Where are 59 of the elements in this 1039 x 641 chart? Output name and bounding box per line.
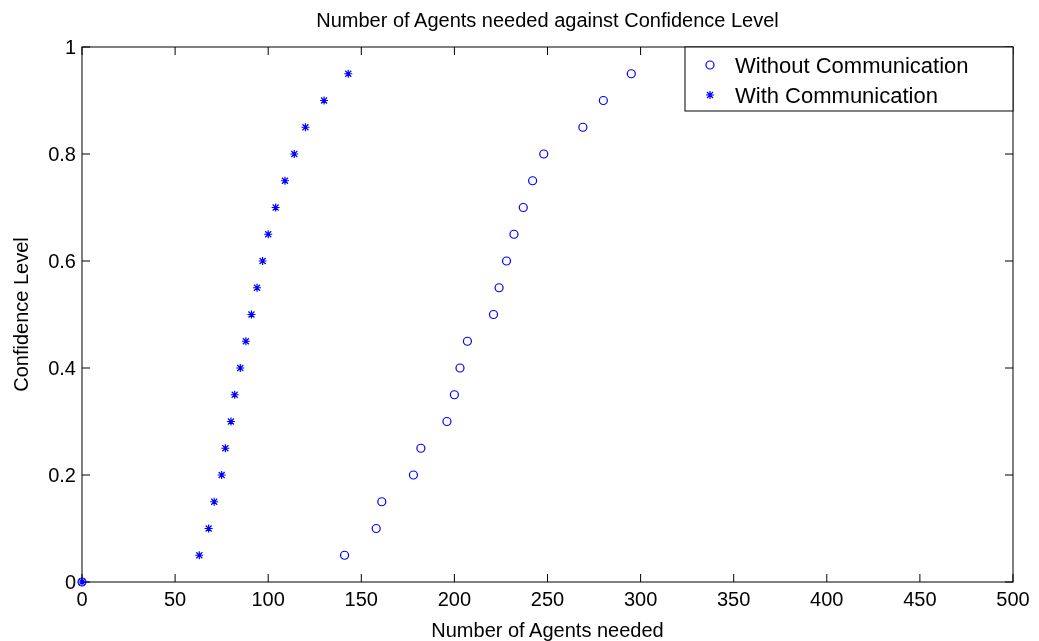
x-tick-label: 300 (623, 588, 658, 610)
point (289, 149, 299, 159)
point (449, 390, 459, 400)
point (209, 497, 219, 507)
point (371, 523, 381, 534)
point (494, 283, 504, 293)
point (246, 309, 257, 320)
point (539, 149, 549, 159)
y-tick-label: 0.4 (48, 357, 76, 379)
point (455, 363, 465, 373)
point (501, 256, 512, 266)
point (488, 309, 499, 320)
point (300, 122, 311, 132)
point (230, 390, 240, 400)
point (217, 470, 227, 480)
point (462, 336, 473, 346)
point (578, 122, 588, 132)
x-tick-label: 150 (344, 588, 378, 610)
point (343, 69, 353, 79)
point (598, 95, 608, 106)
x-axis-title: Number of Agents needed (431, 619, 664, 641)
point (528, 176, 538, 186)
y-tick-label: 1 (64, 36, 76, 58)
legend-label: Without Communication (735, 53, 969, 78)
point (271, 202, 281, 213)
x-tick-label: 350 (717, 588, 751, 610)
point (194, 550, 204, 560)
point (339, 550, 350, 560)
x-tick-label: 400 (810, 588, 844, 610)
point (220, 443, 230, 453)
point (204, 523, 214, 534)
point (258, 256, 268, 266)
x-tick-label: 100 (251, 588, 285, 610)
point (235, 363, 245, 373)
y-tick-label: 0.2 (48, 464, 76, 486)
point (226, 416, 236, 427)
point (241, 336, 251, 346)
y-axis-title: Confidence Level (10, 237, 32, 392)
point (319, 95, 329, 106)
x-tick-label: 450 (903, 588, 937, 610)
point (408, 470, 419, 480)
y-tick-label: 0 (64, 571, 76, 593)
x-tick-label: 500 (996, 588, 1030, 610)
point (518, 202, 528, 213)
point (442, 416, 452, 427)
x-tick-label: 250 (530, 588, 565, 610)
point (626, 69, 636, 79)
x-tick-label: 50 (163, 588, 187, 610)
chart-title: Number of Agents needed against Confidence Level (316, 9, 779, 31)
point (263, 229, 273, 239)
legend-label: With Communication (735, 83, 938, 108)
point (280, 176, 290, 186)
point (252, 283, 262, 293)
point (416, 443, 426, 453)
point (377, 497, 387, 507)
y-tick-label: 0.6 (48, 250, 76, 272)
x-tick-label: 200 (437, 588, 472, 610)
y-tick-label: 0.8 (48, 143, 76, 165)
point (509, 229, 519, 239)
